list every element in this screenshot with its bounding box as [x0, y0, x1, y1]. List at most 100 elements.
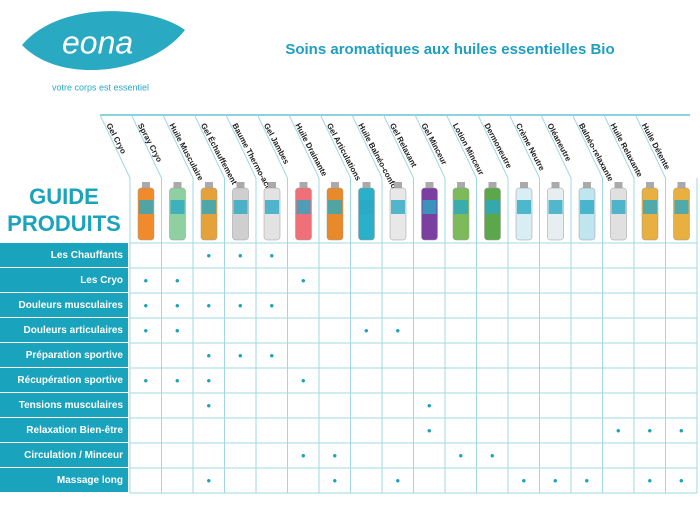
row-label: Les Chauffants — [51, 250, 124, 261]
row-label: Préparation sportive — [26, 350, 124, 361]
column-label: Gel Minceur — [419, 122, 448, 167]
row-label: Massage long — [57, 475, 123, 486]
row-label-cell — [0, 243, 128, 267]
row-label-cell — [0, 443, 128, 467]
bottle-cap — [268, 182, 276, 189]
bottle-cap — [299, 182, 308, 189]
bottle-label — [139, 200, 153, 214]
check-dot: • — [175, 323, 180, 338]
check-dot: • — [175, 298, 180, 313]
bottle-cap — [520, 182, 528, 189]
header-divider — [414, 114, 446, 493]
column-label: Dermoneutre — [482, 122, 514, 171]
guide-title: GUIDE — [29, 184, 99, 209]
check-dot: • — [269, 248, 274, 263]
check-dot: • — [206, 248, 211, 263]
check-dot: • — [269, 348, 274, 363]
row-label-cell — [0, 418, 128, 442]
check-dot: • — [616, 423, 621, 438]
column-label: Huile Drainante — [293, 122, 329, 179]
check-dot: • — [206, 373, 211, 388]
logo-leaf — [22, 11, 185, 71]
check-dot: • — [269, 298, 274, 313]
bottle-cap — [583, 182, 591, 189]
header-divider — [99, 114, 131, 493]
bottle-label — [422, 200, 437, 214]
check-dot: • — [175, 373, 180, 388]
bottle-label — [170, 200, 185, 214]
bottle-cap — [331, 182, 339, 189]
row-label-cell — [0, 343, 128, 367]
header-divider — [635, 114, 666, 493]
row-label: Circulation / Minceur — [24, 450, 123, 461]
check-dot: • — [143, 373, 148, 388]
column-label: Huile Relaxante — [608, 122, 644, 179]
bottle-label — [485, 200, 500, 214]
row-label: Douleurs articulaires — [24, 325, 124, 336]
bottle-cap — [488, 182, 497, 189]
check-dot: • — [679, 423, 684, 438]
check-dot: • — [206, 398, 211, 413]
bottle-label — [548, 200, 563, 214]
bottle-label — [454, 200, 468, 214]
header-divider — [320, 114, 351, 493]
row-label-cell — [0, 268, 128, 292]
column-label: Crème Neutre — [514, 122, 547, 173]
bottle-label — [517, 200, 531, 214]
column-label: Huile Musculaire — [167, 122, 205, 183]
header-divider — [257, 114, 288, 493]
column-label: Lotion Minceur — [451, 122, 486, 177]
tagline: votre corps est essentiel — [52, 82, 149, 92]
row-label-cell — [0, 468, 128, 492]
header-divider — [194, 114, 225, 493]
bottle-label — [643, 200, 657, 214]
header-divider — [383, 114, 414, 493]
check-dot: • — [679, 473, 684, 488]
check-dot: • — [301, 448, 306, 463]
check-dot: • — [238, 248, 243, 263]
row-label: Tensions musculaires — [19, 400, 124, 411]
row-label: Récupération sportive — [17, 375, 123, 386]
bottle-cap — [551, 182, 560, 189]
check-dot: • — [143, 323, 148, 338]
header-divider — [131, 114, 162, 493]
row-label: Douleurs musculaires — [19, 300, 124, 311]
bottle-label — [328, 200, 342, 214]
check-dot: • — [238, 348, 243, 363]
row-label: Les Cryo — [80, 275, 123, 286]
check-dot: • — [364, 323, 369, 338]
bottle-cap — [362, 182, 371, 189]
check-dot: • — [647, 473, 652, 488]
header-divider — [288, 114, 320, 493]
column-label: Huile Détente — [640, 122, 672, 172]
bottle-label — [611, 200, 626, 214]
header-divider — [603, 114, 635, 493]
bottle-label — [202, 200, 216, 214]
header-divider — [225, 114, 257, 493]
check-dot: • — [175, 273, 180, 288]
check-dot: • — [427, 398, 432, 413]
bottle-label — [233, 200, 248, 214]
check-dot: • — [521, 473, 526, 488]
check-dot: • — [647, 423, 652, 438]
header-divider — [351, 114, 383, 493]
check-dot: • — [332, 448, 337, 463]
bottle-cap — [205, 182, 213, 189]
bottle-cap — [173, 182, 182, 189]
bottle-cap — [457, 182, 465, 189]
header-divider — [572, 114, 603, 493]
check-dot: • — [584, 473, 589, 488]
row-label: Relaxation Bien-être — [26, 425, 123, 436]
header-divider — [477, 114, 509, 493]
row-label-cell — [0, 368, 128, 392]
column-label: Gel Jambes — [262, 122, 291, 166]
logo: eona — [62, 24, 133, 60]
guide-title: PRODUITS — [7, 211, 121, 236]
check-dot: • — [395, 473, 400, 488]
bottle-label — [296, 200, 311, 214]
bottle-cap — [425, 182, 434, 189]
bottle-label — [265, 200, 279, 214]
check-dot: • — [206, 473, 211, 488]
bottle-cap — [236, 182, 245, 189]
